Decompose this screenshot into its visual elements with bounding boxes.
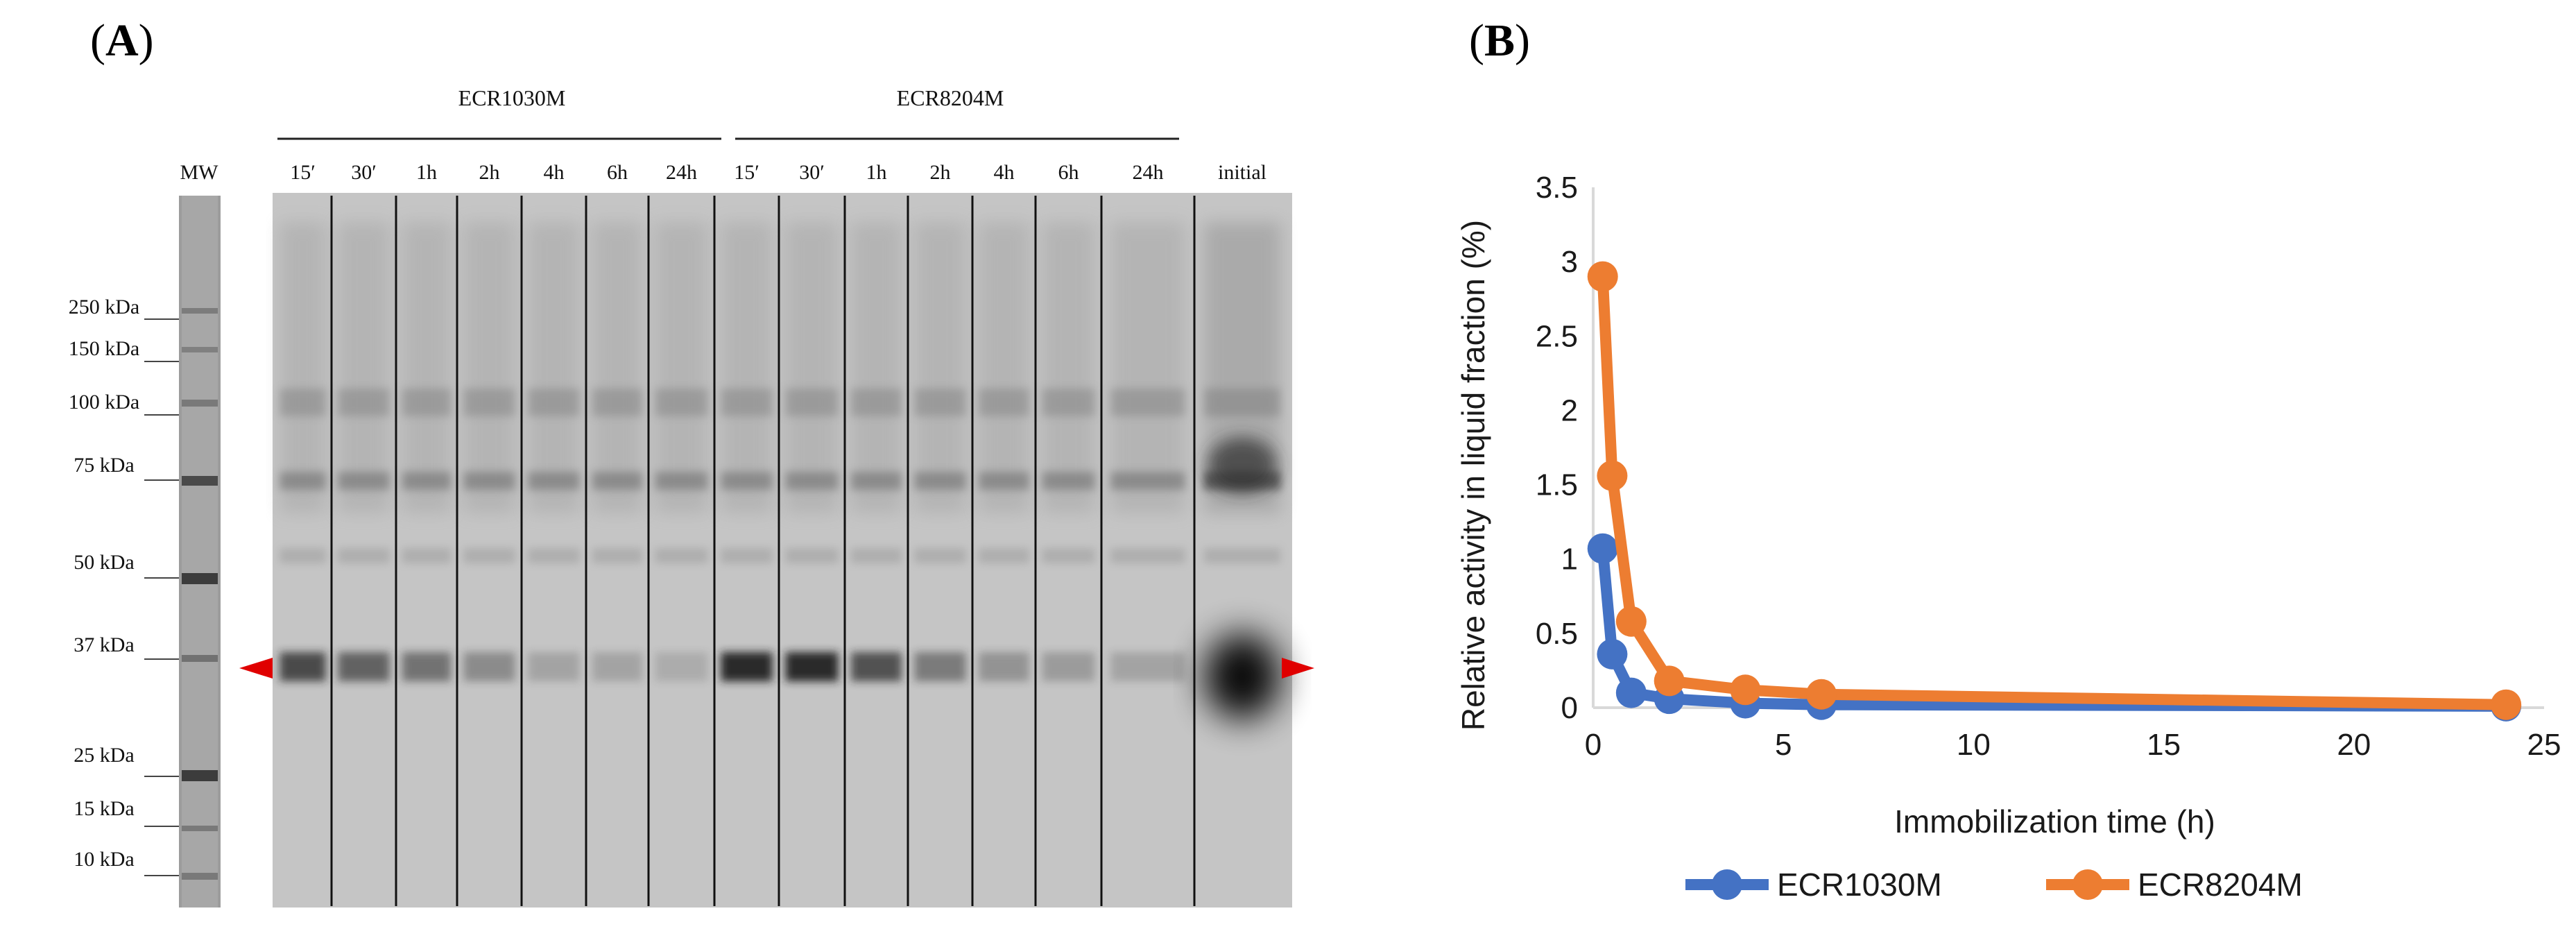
panel-a-label: (A)	[90, 15, 154, 66]
data-point	[1587, 261, 1618, 292]
lane-label: 30′	[351, 161, 377, 184]
lane-label: 2h	[930, 161, 951, 184]
data-point	[1730, 674, 1761, 706]
marker-100: 100 kDa	[69, 391, 139, 414]
gel-lane	[1203, 222, 1281, 719]
legend: ECR1030M ECR8204M	[1685, 867, 2303, 903]
y-tick-label: 1.5	[1536, 468, 1578, 502]
gel-lane	[851, 222, 902, 681]
data-point	[1587, 533, 1618, 564]
marker-10: 10 kDa	[74, 848, 134, 871]
gel-lane	[463, 222, 515, 681]
legend-label: ECR8204M	[2138, 867, 2303, 903]
lane-label: 2h	[479, 161, 500, 184]
y-tick-label: 0	[1561, 691, 1578, 725]
arrow-left	[239, 658, 273, 679]
legend-item: ECR1030M	[1685, 867, 1942, 903]
y-tick-label: 3.5	[1536, 171, 1578, 205]
lane-label: 1h	[866, 161, 887, 184]
gel-lane	[785, 222, 839, 681]
panel-b: (B) 0 0.5 1 1.5 2 2.5 3 3.5 0 5 10 15 20 25 Relative…	[1455, 15, 2561, 903]
y-tick-label: 1	[1561, 543, 1578, 577]
gel-lane	[338, 222, 390, 681]
lane-label: 4h	[544, 161, 565, 184]
gel-lane	[528, 222, 580, 681]
panel-b-label: (B)	[1469, 15, 1530, 66]
y-axis-label: Relative activity in liquid fraction (%)	[1455, 220, 1491, 731]
lane-label: 6h	[607, 161, 628, 184]
gel-lane	[655, 222, 708, 681]
gel-lane	[721, 222, 773, 681]
gel-lane	[1110, 222, 1185, 681]
legend-swatch-marker	[2072, 869, 2103, 900]
series	[1587, 261, 2522, 722]
header-ecr8204m: ECR8204M	[897, 85, 1004, 110]
data-point	[1597, 638, 1628, 670]
gel-lane	[280, 222, 326, 681]
data-point	[2491, 689, 2522, 720]
lane-label: 15′	[290, 161, 316, 184]
gel-lane	[402, 222, 452, 681]
marker-50: 50 kDa	[74, 551, 134, 574]
legend-label: ECR1030M	[1777, 867, 1942, 903]
data-point	[1615, 677, 1647, 708]
data-point	[1806, 679, 1837, 710]
marker-37: 37 kDa	[74, 633, 134, 656]
lane-labels: 15′ 30′ 1h 2h 4h 6h 24h 15′ 30′ 1h 2h 4h 6h 24h initia…	[290, 161, 1266, 184]
y-ticks: 0 0.5 1 1.5 2 2.5 3 3.5	[1536, 171, 1578, 725]
lane-label: 24h	[1133, 161, 1164, 184]
lane-label: 30′	[799, 161, 825, 184]
legend-item: ECR8204M	[2046, 867, 2303, 903]
x-ticks: 0 5 10 15 20 25	[1585, 728, 2561, 762]
y-tick-label: 0.5	[1536, 617, 1578, 651]
x-tick-label: 10	[1957, 728, 1991, 762]
line-chart: 0 0.5 1 1.5 2 2.5 3 3.5 0 5 10 15 20 25 Relative act…	[1455, 171, 2561, 903]
gel-lanes	[280, 196, 1281, 906]
series-line	[1597, 271, 2512, 710]
x-tick-label: 0	[1585, 728, 1602, 762]
marker-75: 75 kDa	[74, 454, 134, 477]
x-tick-label: 25	[2527, 728, 2561, 762]
data-point	[1597, 460, 1628, 491]
arrow-right	[1282, 658, 1314, 679]
y-tick-label: 2.5	[1536, 319, 1578, 353]
x-axis-label: Immobilization time (h)	[1894, 803, 2215, 839]
gel-lane	[979, 222, 1029, 681]
data-point	[1615, 606, 1647, 637]
gel-lane	[914, 222, 966, 681]
x-tick-label: 15	[2147, 728, 2181, 762]
mw-ladder	[179, 196, 221, 907]
y-tick-label: 2	[1561, 393, 1578, 427]
x-tick-label: 5	[1775, 728, 1792, 762]
lane-label: 6h	[1058, 161, 1079, 184]
marker-250: 250 kDa	[69, 296, 139, 318]
gel-lane	[1042, 222, 1095, 681]
mw-markers: 250 kDa 150 kDa 100 kDa 75 kDa 50 kDa 37…	[69, 296, 179, 876]
data-point	[1654, 665, 1685, 697]
marker-150: 150 kDa	[69, 337, 139, 360]
x-tick-label: 20	[2337, 728, 2371, 762]
y-tick-label: 3	[1561, 245, 1578, 279]
marker-15: 15 kDa	[74, 797, 134, 820]
legend-swatch-marker	[1712, 869, 1742, 900]
header-ecr1030m: ECR1030M	[458, 85, 566, 110]
marker-25: 25 kDa	[74, 744, 134, 767]
mw-label: MW	[180, 161, 219, 184]
lane-label: 4h	[994, 161, 1015, 184]
series-ecr8204m	[1587, 261, 2522, 720]
lane-label: initial	[1218, 161, 1266, 184]
lane-label: 1h	[416, 161, 437, 184]
panel-a: (A) ECR1030M ECR8204M MW 250	[69, 15, 1314, 907]
lane-label: 24h	[666, 161, 697, 184]
lane-label: 15′	[734, 161, 759, 184]
gel-lane	[592, 222, 642, 681]
